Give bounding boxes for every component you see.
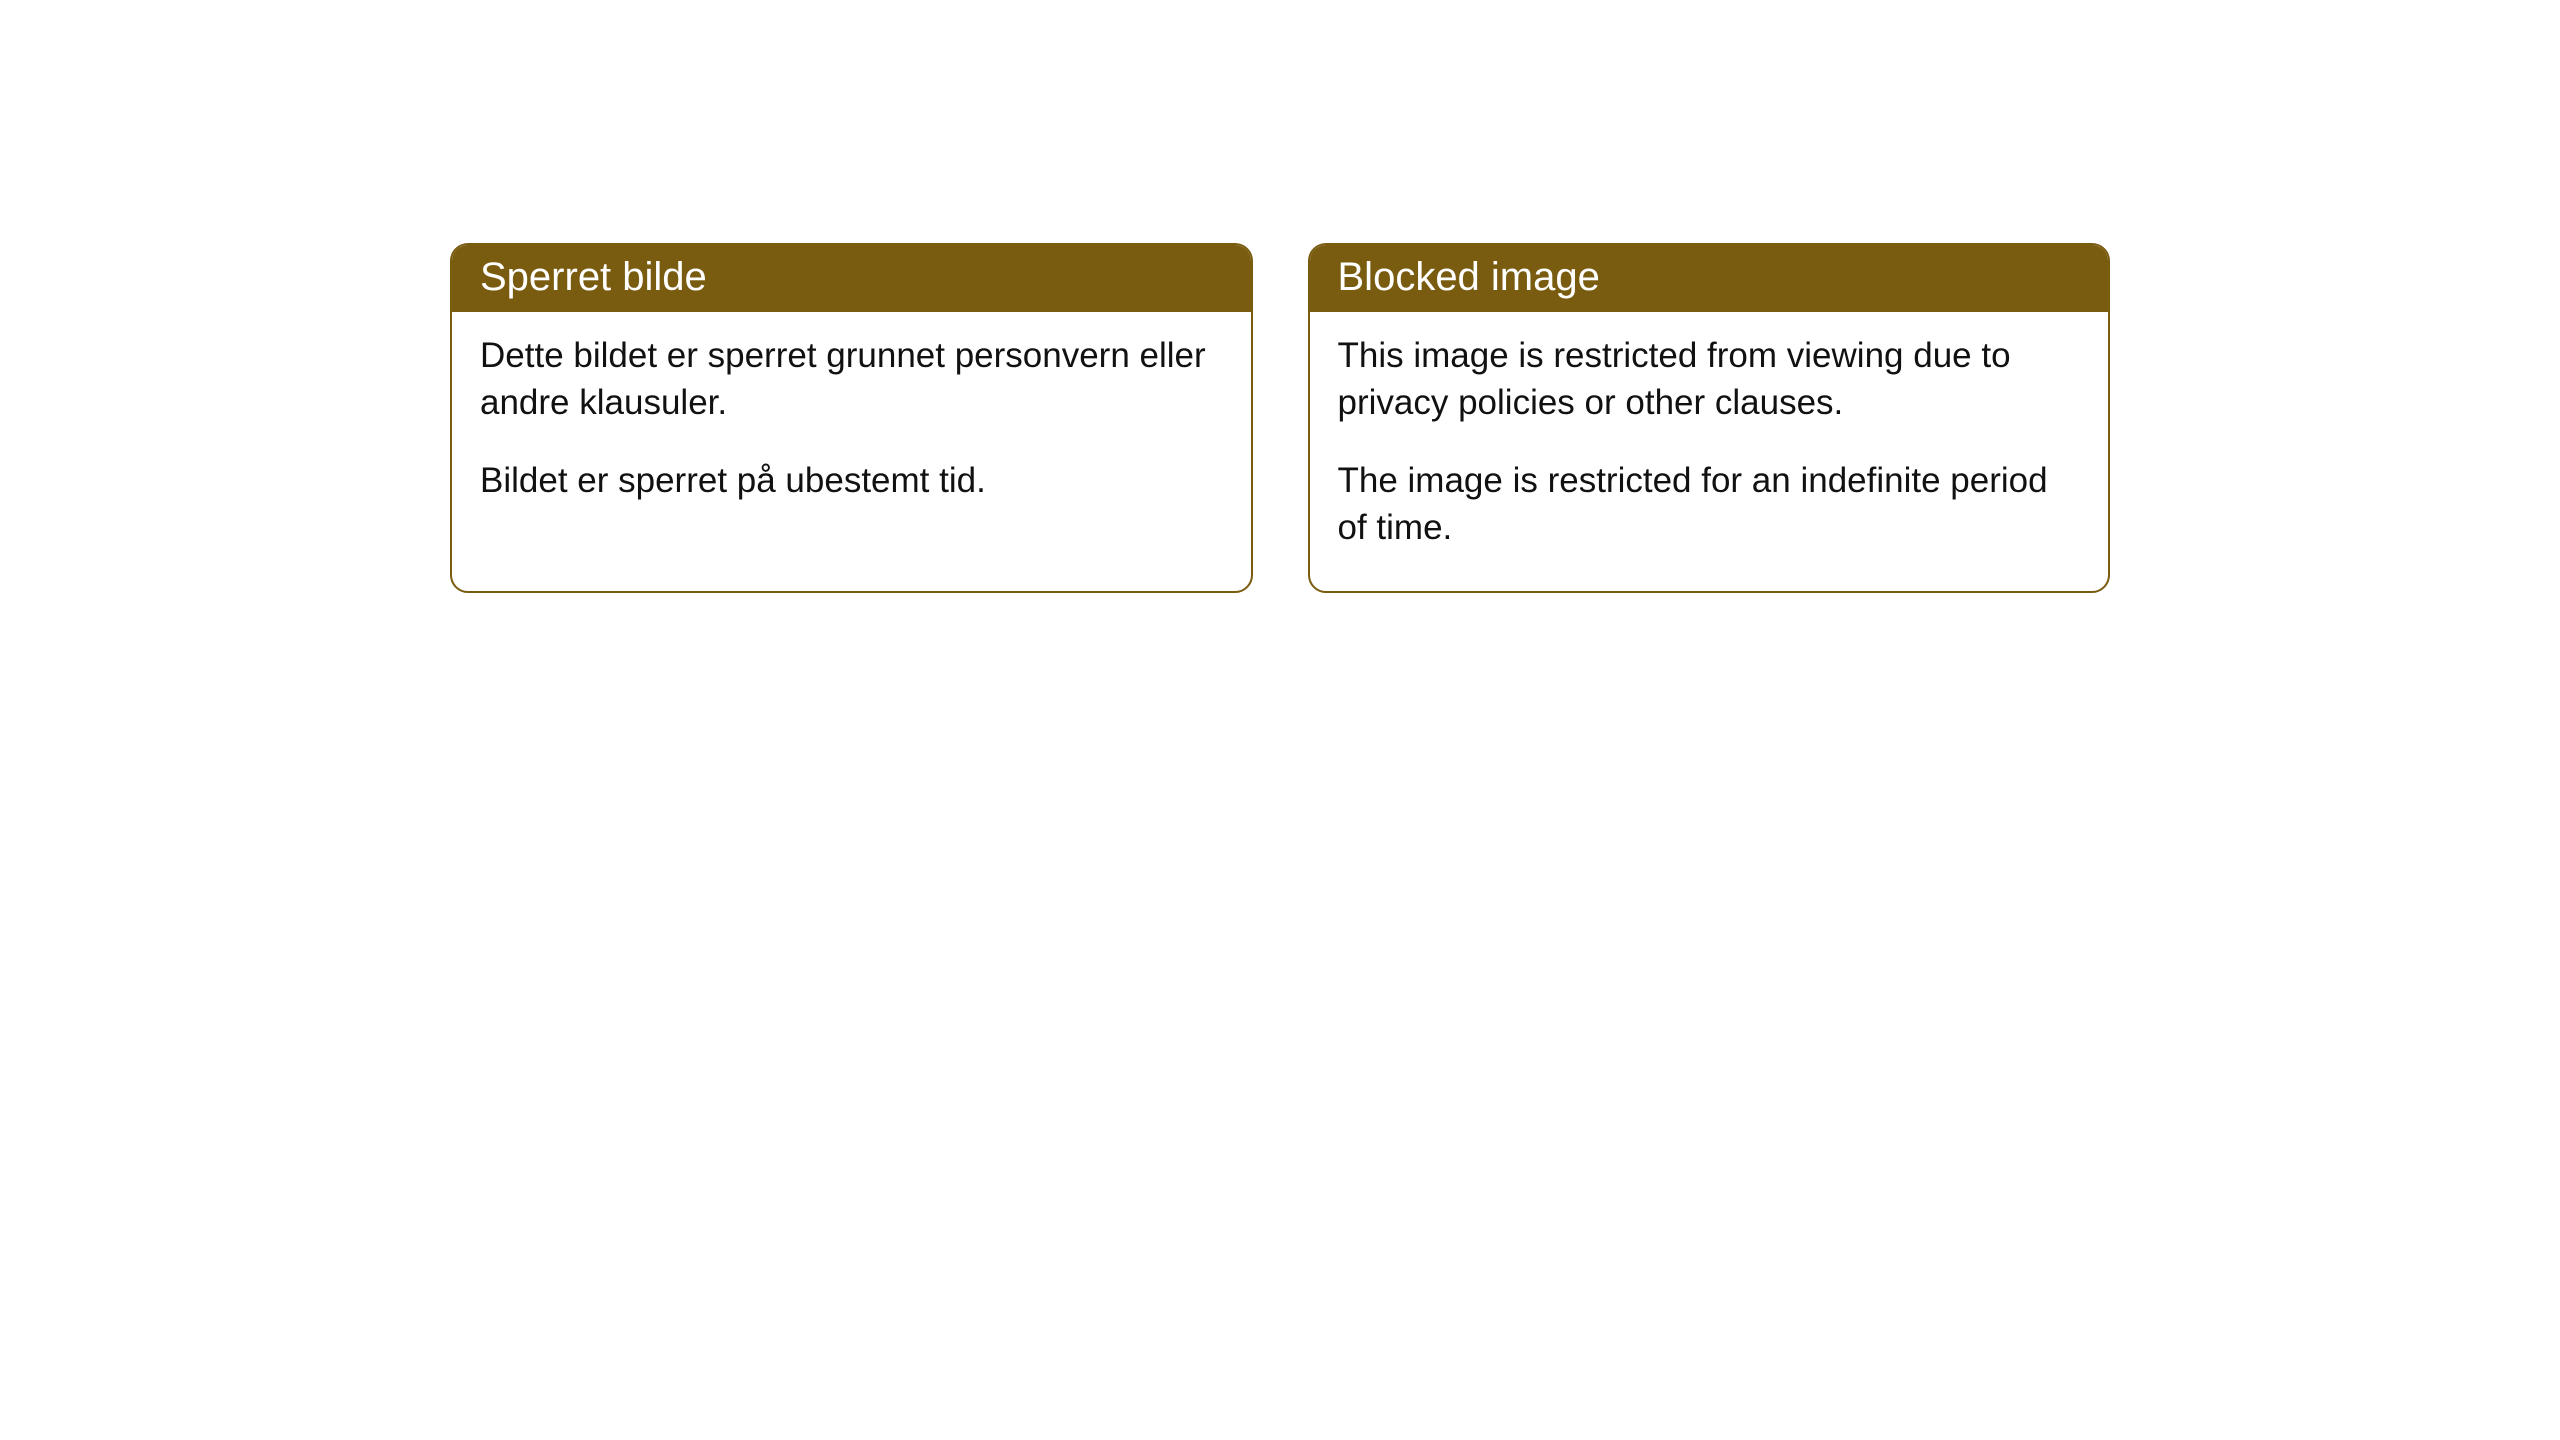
card-body: Dette bildet er sperret grunnet personve… [452, 312, 1251, 544]
notice-card-norwegian: Sperret bilde Dette bildet er sperret gr… [450, 243, 1253, 593]
notice-text-2: Bildet er sperret på ubestemt tid. [480, 457, 1223, 504]
card-body: This image is restricted from viewing du… [1310, 312, 2109, 591]
card-header: Sperret bilde [452, 245, 1251, 312]
notice-text-2: The image is restricted for an indefinit… [1338, 457, 2081, 552]
card-header: Blocked image [1310, 245, 2109, 312]
notice-text-1: This image is restricted from viewing du… [1338, 332, 2081, 427]
notice-text-1: Dette bildet er sperret grunnet personve… [480, 332, 1223, 427]
notice-card-english: Blocked image This image is restricted f… [1308, 243, 2111, 593]
notice-container: Sperret bilde Dette bildet er sperret gr… [0, 0, 2560, 836]
